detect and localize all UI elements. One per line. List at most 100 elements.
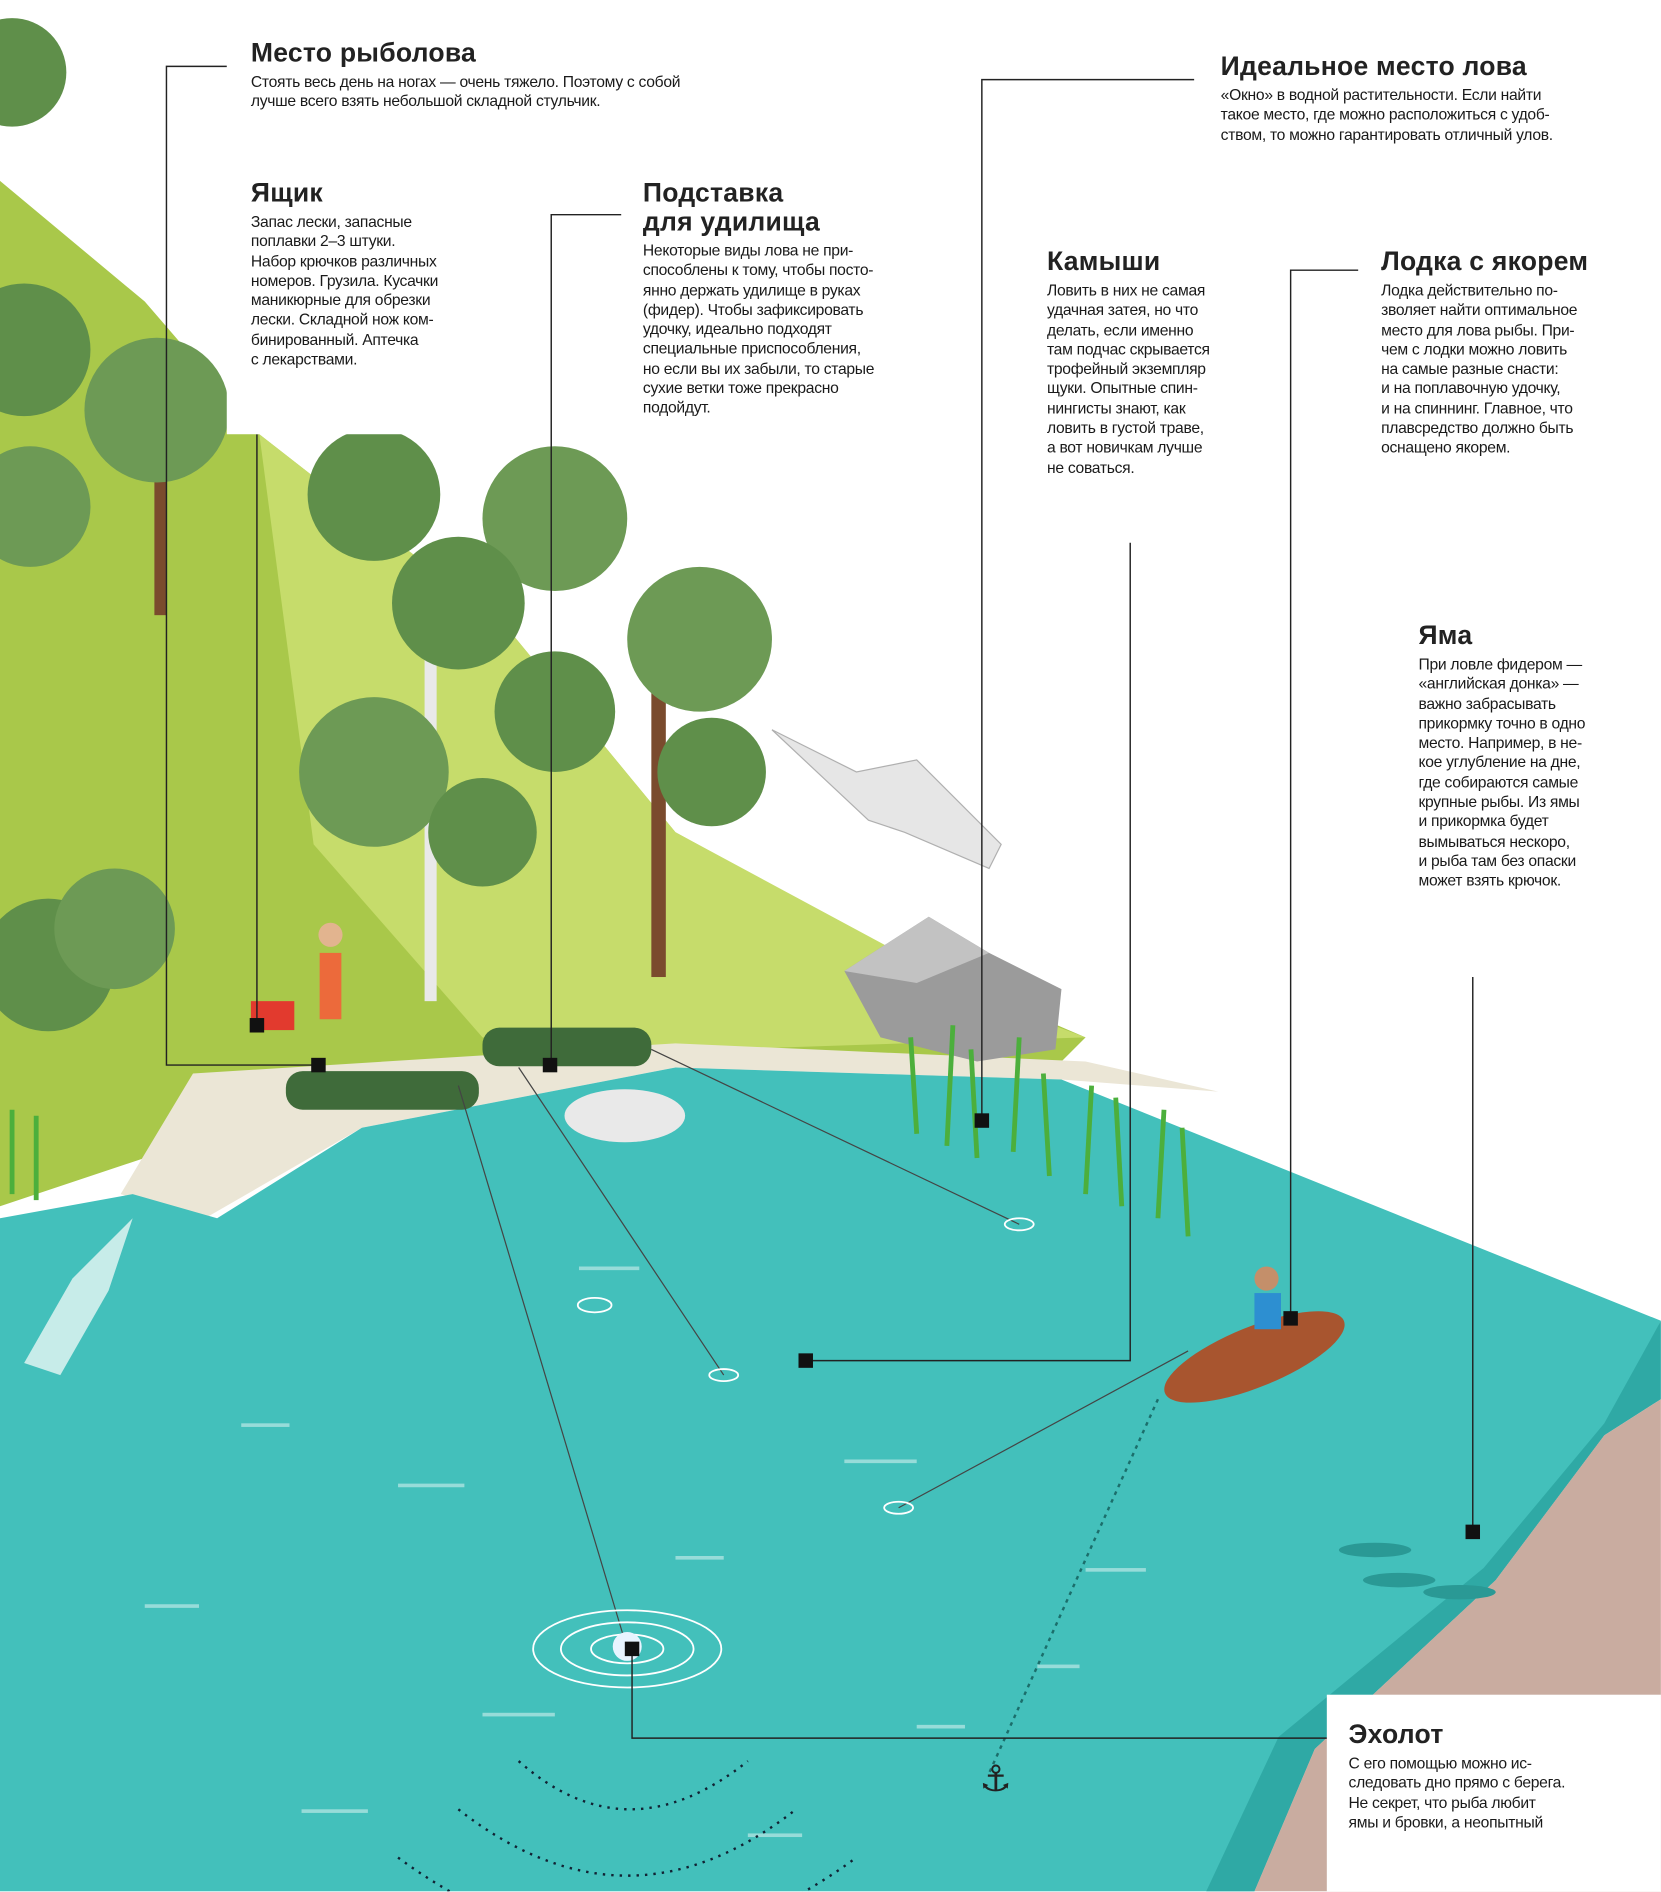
callout: Эхолот С его помощью можно ис-следовать д… xyxy=(1349,1720,1566,1832)
callout-text: и рыба там без опаски xyxy=(1418,852,1585,872)
callout-text: поплавки 2–3 штуки. xyxy=(251,232,438,252)
callout-text: прикормку точно в одно xyxy=(1418,714,1585,734)
callout: Лодка с якорем Лодка действительно по-зво… xyxy=(1381,247,1588,458)
callout-text: янно держать удилище в руках xyxy=(643,281,874,301)
callout: Подставкадля удилища Некоторые виды лова … xyxy=(643,179,874,419)
callout-text: и прикормка будет xyxy=(1418,812,1585,832)
callout-text: а вот новичкам лучше xyxy=(1047,438,1210,458)
leader-line xyxy=(1291,270,1359,1318)
callout-text: ловить в густой траве, xyxy=(1047,419,1210,439)
callout-text: «Окно» в водной растительности. Если най… xyxy=(1221,86,1553,106)
marker xyxy=(1283,1311,1297,1325)
callout-text: кое углубление на дне, xyxy=(1418,753,1585,773)
callout-text: Стоять весь день на ногах — очень тяжело… xyxy=(251,72,680,92)
callout-title: Яма xyxy=(1418,621,1585,650)
callout-text: оснащено якорем. xyxy=(1381,438,1588,458)
gull xyxy=(772,730,1001,869)
callout-title: Лодка с якорем xyxy=(1381,247,1588,276)
callout: Место рыболова Стоять весь день на ногах … xyxy=(251,39,680,112)
callout-text: место. Например, в не- xyxy=(1418,734,1585,754)
callout-title: Ящик xyxy=(251,179,438,208)
callout-text: не соваться. xyxy=(1047,458,1210,478)
title-line: для удилища xyxy=(643,207,874,236)
marker xyxy=(311,1058,325,1072)
title-line: Ящик xyxy=(251,179,438,208)
title-line: Эхолот xyxy=(1349,1720,1566,1749)
fisherman-head xyxy=(318,923,342,947)
marker xyxy=(625,1642,639,1656)
callout-text: но если вы их забыли, то старые xyxy=(643,359,874,379)
callout-text: такое место, где можно расположиться с у… xyxy=(1221,105,1553,125)
marker xyxy=(1466,1525,1480,1539)
callout-title: Место рыболова xyxy=(251,39,680,68)
callout-title: Идеальное место лова xyxy=(1221,52,1553,81)
stage: ⚓ Место рыболова Стоять весь день на нога… xyxy=(0,0,1661,1891)
marker xyxy=(799,1353,813,1367)
callout-text: номеров. Грузила. Кусачки xyxy=(251,271,438,291)
callout-text: Запас лески, запасные xyxy=(251,212,438,232)
callout-text: и на поплавочную удочку, xyxy=(1381,379,1588,399)
callout-text: трофейный экземпляр xyxy=(1047,360,1210,380)
callout-text: на самые разные снасти: xyxy=(1381,360,1588,380)
callout-text: там подчас скрывается xyxy=(1047,340,1210,360)
callout-text: лески. Складной нож ком- xyxy=(251,311,438,331)
title-line: Подставка xyxy=(643,179,874,208)
title-line: Яма xyxy=(1418,621,1585,650)
title-line: Идеальное место лова xyxy=(1221,52,1553,81)
callout: Яма При ловле фидером —«английская донка»… xyxy=(1418,621,1585,891)
callout-text: способлены к тому, чтобы посто- xyxy=(643,261,874,281)
callout-text: с лекарствами. xyxy=(251,350,438,370)
callout-text: может взять крючок. xyxy=(1418,871,1585,891)
marker xyxy=(250,1018,264,1032)
callout-title: Камыши xyxy=(1047,247,1210,276)
callout-text: крупные рыбы. Из ямы xyxy=(1418,793,1585,813)
callout: Идеальное место лова «Окно» в водной раст… xyxy=(1221,52,1553,145)
callout-text: следовать дно прямо с берега. xyxy=(1349,1773,1566,1793)
callout-text: «английская донка» — xyxy=(1418,675,1585,695)
callout-text: маникюрные для обрезки xyxy=(251,291,438,311)
callout-text: плавсредство должно быть xyxy=(1381,419,1588,439)
callout-text: где собираются самые xyxy=(1418,773,1585,793)
callout-text: Ловить в них не самая xyxy=(1047,281,1210,301)
title-line: Камыши xyxy=(1047,247,1210,276)
callout-text: щуки. Опытные спин- xyxy=(1047,379,1210,399)
marker xyxy=(975,1113,989,1127)
callout-text: При ловле фидером — xyxy=(1418,655,1585,675)
callout-text: ством, то можно гарантировать отличный у… xyxy=(1221,125,1553,145)
callout-text: лучше всего взять небольшой складной сту… xyxy=(251,92,680,112)
callout-text: важно забрасывать xyxy=(1418,694,1585,714)
callout-text: Некоторые виды лова не при- xyxy=(643,241,874,261)
callout-text: подойдут. xyxy=(643,398,874,418)
callout-text: удочку, идеально подходят xyxy=(643,320,874,340)
callout-text: С его помощью можно ис- xyxy=(1349,1754,1566,1774)
callout-text: Набор крючков различных xyxy=(251,252,438,272)
callout-text: зволяет найти оптимальное xyxy=(1381,301,1588,321)
fisherman xyxy=(320,953,342,1019)
anchor: ⚓ xyxy=(979,1758,1011,1799)
callout-text: Не секрет, что рыба любит xyxy=(1349,1793,1566,1813)
callout-text: место для лова рыбы. При- xyxy=(1381,320,1588,340)
callout-text: сухие ветки тоже прекрасно xyxy=(643,379,874,399)
marker xyxy=(543,1058,557,1072)
callout-text: Лодка действительно по- xyxy=(1381,281,1588,301)
title-line: Место рыболова xyxy=(251,39,680,68)
callout-text: и на спиннинг. Главное, что xyxy=(1381,399,1588,419)
callout-text: (фидер). Чтобы зафиксировать xyxy=(643,300,874,320)
stone-float xyxy=(565,1089,686,1142)
callout-text: вымываться нескоро, xyxy=(1418,832,1585,852)
page: {"callouts": [ {"title_lines": ["Место р… xyxy=(0,0,1661,1892)
boatman-body xyxy=(1254,1293,1281,1329)
callout-text: чем с лодки можно ловить xyxy=(1381,340,1588,360)
callout-text: бинированный. Аптечка xyxy=(251,330,438,350)
callout-text: нингисты знают, как xyxy=(1047,399,1210,419)
leader-line xyxy=(982,80,1194,1121)
callout-text: ямы и бровки, а неопытный xyxy=(1349,1813,1566,1833)
callout-text: удачная затея, но что xyxy=(1047,301,1210,321)
title-line: Лодка с якорем xyxy=(1381,247,1588,276)
callout-title: Эхолот xyxy=(1349,1720,1566,1749)
callout-text: делать, если именно xyxy=(1047,320,1210,340)
callout-text: специальные приспособления, xyxy=(643,340,874,360)
